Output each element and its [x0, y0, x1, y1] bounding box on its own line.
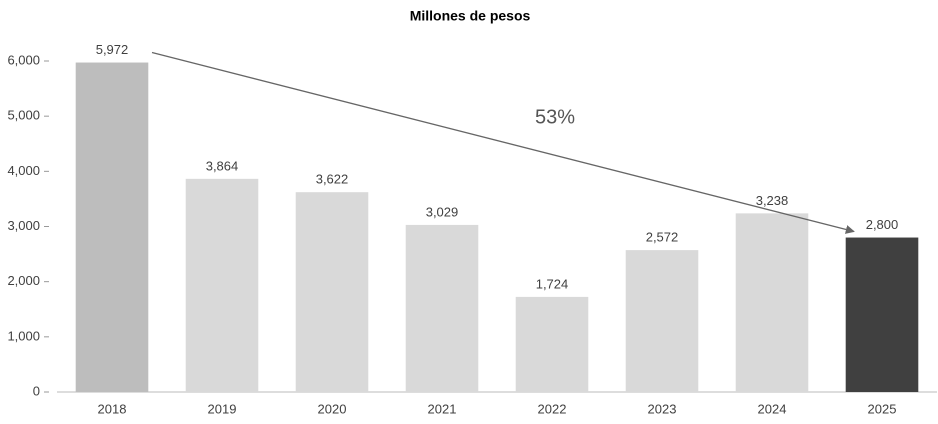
- y-tick-label: 0: [33, 383, 40, 398]
- x-tick-label: 2021: [428, 401, 457, 416]
- annotation: 53%: [535, 106, 575, 128]
- y-tick-label: 6,000: [7, 52, 40, 67]
- bar: [185, 178, 259, 392]
- bar: [515, 296, 589, 392]
- bar: [845, 237, 919, 392]
- bar: [75, 62, 149, 392]
- chart-title: Millones de pesos: [410, 8, 531, 24]
- data-label: 3,238: [756, 193, 789, 208]
- data-label: 2,800: [866, 217, 899, 232]
- data-label: 3,029: [426, 204, 459, 219]
- y-tick-label: 4,000: [7, 163, 40, 178]
- trend-arrow: [151, 51, 855, 234]
- y-tick-label: 2,000: [7, 273, 40, 288]
- bar: [735, 213, 809, 392]
- y-tick-label: 1,000: [7, 328, 40, 343]
- x-tick-label: 2023: [648, 401, 677, 416]
- bar: [625, 250, 699, 392]
- data-label: 2,572: [646, 230, 679, 245]
- x-tick-label: 2024: [758, 401, 787, 416]
- bar: [405, 224, 479, 392]
- data-label: 3,864: [206, 158, 239, 173]
- x-tick-label: 2019: [208, 401, 237, 416]
- bar: [295, 192, 369, 392]
- y-tick-label: 3,000: [7, 218, 40, 233]
- y-tick-label: 5,000: [7, 108, 40, 123]
- data-label: 3,622: [316, 172, 349, 187]
- x-tick-label: 2025: [868, 401, 897, 416]
- data-label: 1,724: [536, 276, 569, 291]
- x-tick-label: 2018: [98, 401, 127, 416]
- x-tick-label: 2022: [538, 401, 567, 416]
- x-tick-label: 2020: [318, 401, 347, 416]
- data-label: 5,972: [96, 42, 129, 57]
